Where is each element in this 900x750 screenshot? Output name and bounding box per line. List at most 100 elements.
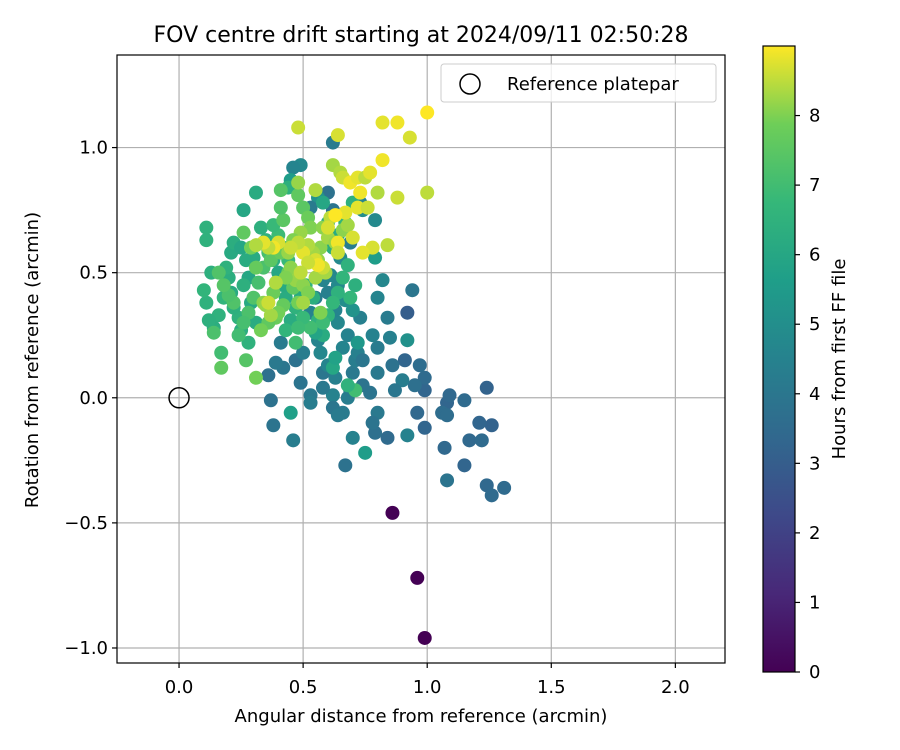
data-point bbox=[345, 430, 360, 445]
y-tick-label: −0.5 bbox=[64, 513, 108, 534]
x-tick-label: 2.0 bbox=[661, 677, 690, 698]
data-point bbox=[328, 208, 343, 223]
data-point bbox=[345, 303, 360, 318]
data-point bbox=[248, 370, 263, 385]
data-point bbox=[216, 278, 231, 293]
data-point bbox=[400, 305, 415, 320]
data-point bbox=[236, 315, 251, 330]
data-point bbox=[472, 415, 487, 430]
data-point bbox=[358, 445, 373, 460]
data-point bbox=[410, 405, 425, 420]
data-point bbox=[417, 370, 432, 385]
data-point bbox=[385, 358, 400, 373]
data-point bbox=[253, 323, 268, 338]
data-point bbox=[345, 230, 360, 245]
data-point bbox=[253, 220, 268, 235]
data-point bbox=[248, 260, 263, 275]
data-point bbox=[440, 408, 455, 423]
data-point bbox=[365, 328, 380, 343]
data-point bbox=[293, 375, 308, 390]
data-point bbox=[268, 355, 283, 370]
data-point bbox=[442, 388, 457, 403]
data-point bbox=[437, 440, 452, 455]
data-point bbox=[390, 115, 405, 130]
y-tick-label: 0.0 bbox=[79, 388, 108, 409]
colorbar-tick-label: 2 bbox=[809, 523, 820, 544]
data-point bbox=[380, 310, 395, 325]
data-point bbox=[400, 333, 415, 348]
data-point bbox=[417, 420, 432, 435]
legend: Reference platepar bbox=[440, 63, 717, 103]
data-point bbox=[201, 313, 216, 328]
data-point bbox=[355, 353, 370, 368]
data-point bbox=[417, 630, 432, 645]
data-point bbox=[360, 200, 375, 215]
data-point bbox=[330, 408, 345, 423]
x-axis-label: Angular distance from reference (arcmin) bbox=[235, 706, 608, 727]
data-point bbox=[199, 233, 214, 248]
data-point bbox=[248, 185, 263, 200]
data-point bbox=[231, 328, 246, 343]
data-point bbox=[343, 290, 358, 305]
data-point bbox=[348, 278, 363, 293]
colorbar-tick-label: 7 bbox=[809, 175, 820, 196]
data-point bbox=[370, 290, 385, 305]
data-point bbox=[248, 238, 263, 253]
reference-point bbox=[168, 387, 190, 409]
colorbar-ticks: 0 1 2 3 4 5 6 7 8 bbox=[795, 106, 820, 683]
data-point bbox=[484, 418, 499, 433]
legend-marker bbox=[459, 73, 481, 95]
data-point bbox=[266, 418, 281, 433]
data-point bbox=[375, 115, 390, 130]
data-point bbox=[325, 295, 340, 310]
y-tick-label: −1.0 bbox=[64, 638, 108, 659]
data-point bbox=[395, 373, 410, 388]
data-point bbox=[211, 265, 226, 280]
data-point bbox=[236, 203, 251, 218]
x-tick-label: 1.5 bbox=[537, 677, 566, 698]
colorbar-label: Hours from first FF file bbox=[829, 259, 850, 460]
data-point bbox=[296, 345, 311, 360]
data-point bbox=[363, 165, 378, 180]
y-tick-label: 0.5 bbox=[79, 263, 108, 284]
data-point bbox=[375, 153, 390, 168]
y-axis-label: Rotation from reference (arcmin) bbox=[22, 212, 43, 508]
colorbar-tick-label: 8 bbox=[809, 106, 820, 127]
data-point bbox=[335, 340, 350, 355]
data-point bbox=[286, 160, 301, 175]
data-point bbox=[330, 128, 345, 143]
data-point bbox=[234, 240, 249, 255]
data-point bbox=[338, 458, 353, 473]
data-point bbox=[340, 378, 355, 393]
reference-marker bbox=[168, 387, 190, 409]
data-point bbox=[199, 220, 214, 235]
data-point bbox=[328, 350, 343, 365]
colorbar bbox=[762, 45, 796, 673]
data-point bbox=[291, 188, 306, 203]
data-point bbox=[263, 393, 278, 408]
data-point bbox=[236, 225, 251, 240]
colorbar-tick-label: 3 bbox=[809, 453, 820, 474]
data-point bbox=[385, 505, 400, 520]
x-axis-ticks: 0.0 0.5 1.0 1.5 2.0 bbox=[165, 663, 690, 698]
data-point bbox=[330, 235, 345, 250]
data-point bbox=[251, 275, 266, 290]
data-point bbox=[375, 273, 390, 288]
data-point bbox=[239, 353, 254, 368]
data-point bbox=[241, 335, 256, 350]
data-point bbox=[397, 353, 412, 368]
data-point bbox=[315, 380, 330, 395]
data-point bbox=[199, 295, 214, 310]
data-point bbox=[196, 283, 211, 298]
data-point bbox=[261, 368, 276, 383]
legend-box bbox=[440, 63, 717, 103]
data-point bbox=[350, 200, 365, 215]
data-point bbox=[382, 330, 397, 345]
data-point bbox=[330, 245, 345, 260]
data-point bbox=[402, 130, 417, 145]
data-point bbox=[387, 383, 402, 398]
data-point bbox=[206, 325, 221, 340]
data-point bbox=[484, 488, 499, 503]
data-point bbox=[340, 328, 355, 343]
data-point bbox=[315, 195, 330, 210]
